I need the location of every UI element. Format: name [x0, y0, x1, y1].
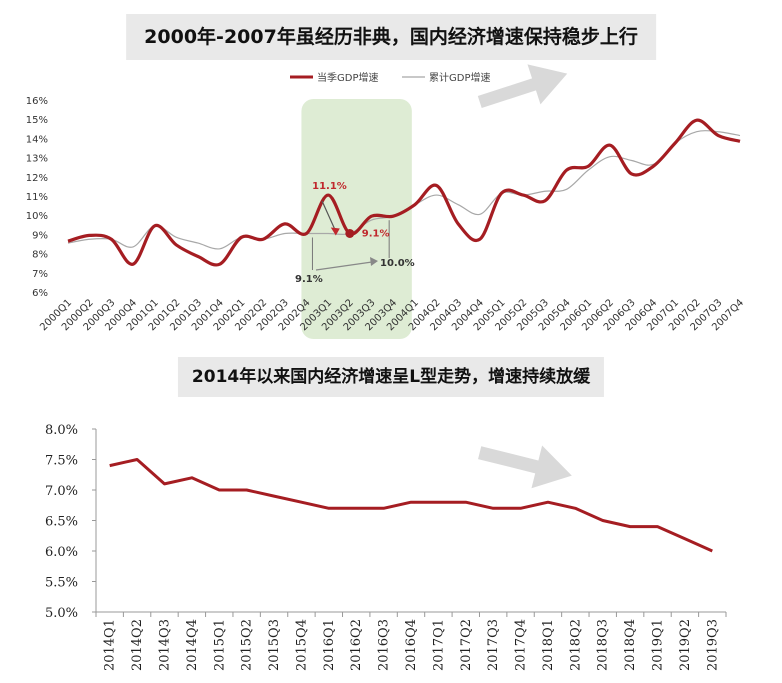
- x-tick-label: 2019Q1: [651, 619, 666, 671]
- x-tick-label: 2016Q2: [349, 619, 364, 671]
- y-tick-label: 14%: [26, 134, 48, 145]
- y-tick-label: 5.0%: [45, 606, 78, 621]
- bottom-chart-title: 2014年以来国内经济增速呈L型走势，增速持续放缓: [177, 357, 605, 397]
- annotation-label: 9.1%: [295, 274, 323, 285]
- trend-down-arrow: [478, 445, 572, 489]
- annotation-arrowhead: [370, 257, 378, 266]
- y-tick-label: 8.0%: [45, 423, 78, 438]
- x-tick-label: 2014Q3: [157, 619, 172, 671]
- x-tick-label: 2014Q1: [103, 619, 118, 671]
- x-tick-label: 2017Q4: [514, 619, 529, 671]
- x-tick-label: 2016Q1: [322, 619, 337, 671]
- x-tick-label: 2015Q2: [240, 619, 255, 671]
- y-tick-label: 5.5%: [45, 576, 78, 591]
- trend-up-arrow: [477, 64, 568, 109]
- x-tick-label: 2017Q2: [459, 619, 474, 671]
- y-tick-label: 6.0%: [45, 545, 78, 560]
- top-chart-title: 2000年-2007年虽经历非典，国内经济增速保持稳步上行: [126, 14, 656, 60]
- x-tick-label: 2018Q2: [568, 619, 583, 671]
- annotation-label: 10.0%: [380, 258, 415, 269]
- y-tick-label: 6%: [32, 288, 48, 299]
- x-tick-label: 2018Q4: [623, 619, 638, 671]
- x-tick-label: 2018Q1: [541, 619, 556, 671]
- y-tick-label: 6.5%: [45, 515, 78, 530]
- y-tick-label: 7%: [32, 269, 48, 280]
- x-tick-label: 2019Q2: [678, 619, 693, 671]
- x-tick-label: 2015Q4: [294, 619, 309, 671]
- legend-quarterly: 当季GDP增速: [317, 71, 378, 84]
- legend: 当季GDP增速 累计GDP增速: [290, 71, 490, 84]
- y-tick-label: 9%: [32, 230, 48, 241]
- annotation-label: 9.1%: [362, 228, 390, 239]
- x-tick-label: 2017Q1: [431, 619, 446, 671]
- gdp-2000-2007-chart: 6%7%8%9%10%11%12%13%14%15%16%2000Q12000Q…: [26, 64, 746, 339]
- y-tick-label: 7.5%: [45, 454, 78, 469]
- legend-cumulative: 累计GDP增速: [429, 71, 490, 84]
- x-tick-label: 2014Q4: [185, 619, 200, 671]
- series-line-quarterly: [67, 118, 741, 267]
- y-tick-label: 11%: [26, 192, 48, 203]
- x-tick-label: 2015Q3: [267, 619, 282, 671]
- x-tick-label: 2019Q3: [705, 619, 720, 671]
- x-tick-label: 2018Q3: [596, 619, 611, 671]
- x-tick-label: 2017Q3: [486, 619, 501, 671]
- annotation-label: 11.1%: [312, 181, 347, 192]
- y-tick-label: 10%: [26, 211, 48, 222]
- y-tick-label: 13%: [26, 154, 48, 165]
- x-tick-label: 2016Q3: [377, 619, 392, 671]
- y-tick-label: 7.0%: [45, 484, 78, 499]
- x-tick-label: 2015Q1: [212, 619, 227, 671]
- sars-low-point: [345, 228, 355, 238]
- y-tick-label: 16%: [26, 96, 48, 107]
- annotation-arrowhead: [330, 227, 340, 236]
- x-tick-label: 2016Q4: [404, 619, 419, 671]
- y-tick-label: 15%: [26, 115, 48, 126]
- annotation-arrow: [315, 261, 373, 271]
- y-tick-label: 8%: [32, 250, 48, 261]
- y-tick-label: 12%: [26, 173, 48, 184]
- series-line-gdp: [109, 458, 713, 553]
- sars-highlight-region: [301, 99, 412, 339]
- annotation-arrow: [321, 200, 337, 232]
- x-tick-label: 2014Q2: [130, 619, 145, 671]
